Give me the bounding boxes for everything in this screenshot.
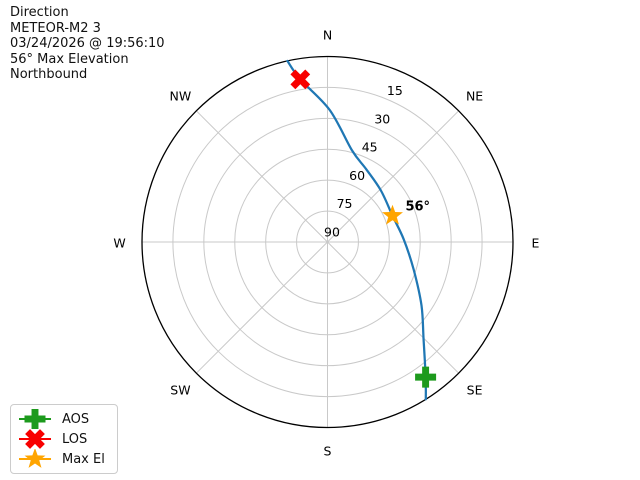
legend-item-aos: AOS (16, 409, 105, 429)
compass-label-ne: NE (466, 88, 483, 103)
legend-label-aos: AOS (62, 411, 90, 427)
pass-timestamp: 03/24/2026 @ 19:56:10 (10, 36, 165, 51)
los-marker (290, 69, 311, 90)
elevation-tick-label: 90 (324, 224, 340, 239)
compass-label-n: N (323, 28, 332, 43)
elevation-ring (172, 86, 483, 398)
plus-marker-glyph (24, 409, 46, 429)
satellite-name: METEOR-M2 3 (10, 20, 101, 36)
elevation-tick-label: 15 (387, 83, 403, 98)
elevation-tick-label: 60 (349, 168, 365, 183)
aos-plus-icon (19, 409, 51, 429)
compass-label-se: SE (467, 383, 483, 398)
elevation-ring (234, 148, 421, 336)
legend-item-los: LOS (16, 429, 105, 449)
max-el-star-icon (19, 449, 51, 468)
compass-label-sw: SW (170, 383, 190, 398)
satellite-track (286, 59, 427, 401)
horizon-circle (141, 55, 514, 429)
elevation-ring (265, 179, 390, 305)
los-x-icon (19, 429, 51, 449)
star-marker-glyph (24, 449, 46, 468)
legend: AOS LOS Max El (10, 404, 118, 474)
elevation-tick-label: 75 (337, 196, 353, 211)
elevation-tick-label: 45 (362, 140, 378, 155)
legend-label-los: LOS (62, 431, 88, 447)
pass-direction-text: Northbound (10, 67, 88, 82)
compass-label-nw: NW (170, 88, 192, 103)
x-marker-glyph (25, 429, 45, 449)
pass-info-block: Direction METEOR-M2 3 03/24/2026 @ 19:56… (10, 5, 165, 83)
max-el-marker (382, 204, 403, 225)
max-elevation-text: 56° Max Elevation (10, 51, 129, 67)
elevation-ring (296, 210, 359, 274)
chart-title: Direction (10, 5, 69, 20)
legend-label-maxel: Max El (62, 451, 105, 467)
elevation-tick-label: 30 (374, 111, 390, 126)
aos-marker (415, 366, 437, 388)
compass-label-s: S (324, 444, 332, 459)
max-elevation-annotation: 56° (405, 200, 430, 215)
elevation-ring (203, 117, 452, 367)
compass-label-e: E (532, 236, 540, 251)
compass-label-w: W (113, 236, 125, 251)
legend-item-maxel: Max El (16, 449, 105, 469)
